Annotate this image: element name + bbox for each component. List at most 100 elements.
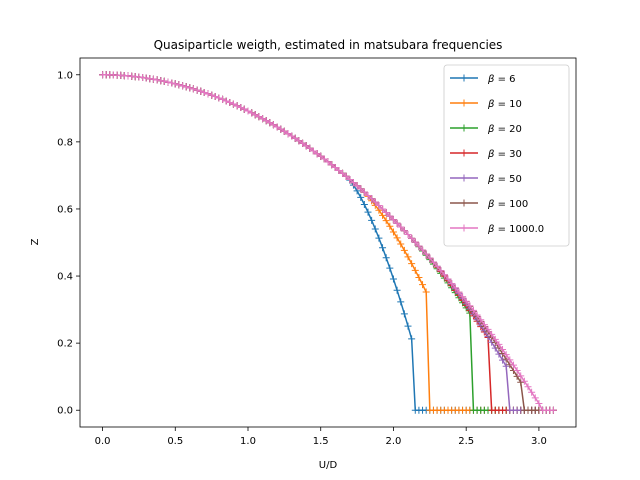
data-point <box>499 345 507 353</box>
data-point <box>168 79 176 87</box>
legend-value: = 1000.0 <box>494 224 544 235</box>
data-point <box>244 107 252 115</box>
data-point <box>386 264 394 272</box>
data-point <box>353 182 361 190</box>
data-point <box>382 217 390 225</box>
data-point <box>389 275 397 283</box>
legend-label: β = 20 <box>487 124 522 135</box>
data-point <box>331 164 339 172</box>
data-point <box>433 262 441 270</box>
data-point <box>160 77 168 85</box>
data-point <box>462 297 470 305</box>
data-point <box>255 113 263 121</box>
data-point <box>397 223 405 231</box>
data-point <box>189 85 197 93</box>
data-point <box>222 97 230 105</box>
data-point <box>371 225 379 233</box>
data-point <box>339 169 347 177</box>
data-point <box>400 310 408 318</box>
legend-value: = 10 <box>494 99 521 110</box>
data-point <box>520 377 528 385</box>
data-point <box>149 75 157 83</box>
legend-label: β = 100 <box>487 199 528 210</box>
data-point <box>288 132 296 140</box>
legend-symbol: β <box>487 124 495 135</box>
legend-value: = 30 <box>494 149 521 160</box>
y-tick-label: 0.6 <box>57 204 73 215</box>
data-point <box>280 127 288 135</box>
data-point <box>320 155 328 163</box>
data-point <box>211 93 219 101</box>
legend-value: = 20 <box>494 124 521 135</box>
data-point <box>364 208 372 216</box>
data-point <box>299 139 307 147</box>
legend-label: β = 30 <box>487 149 522 160</box>
data-point <box>386 212 394 220</box>
data-point <box>389 228 397 236</box>
data-point <box>495 350 503 358</box>
data-point <box>397 240 405 248</box>
data-point <box>382 254 390 262</box>
data-point <box>404 322 412 330</box>
data-point <box>335 166 343 174</box>
data-point <box>284 130 292 138</box>
legend-marker <box>460 74 468 82</box>
data-point <box>248 109 256 117</box>
legend-marker <box>460 199 468 207</box>
data-point <box>371 198 379 206</box>
legend-label: β = 6 <box>487 74 516 85</box>
data-point <box>517 372 525 380</box>
data-point <box>208 91 216 99</box>
data-point <box>513 366 521 374</box>
data-point <box>204 90 212 98</box>
data-point <box>484 325 492 333</box>
data-point <box>375 234 383 242</box>
x-tick-label: 0.0 <box>95 436 111 447</box>
data-point <box>182 83 190 91</box>
legend-symbol: β <box>487 99 495 110</box>
data-point <box>419 246 427 254</box>
x-tick-label: 1.5 <box>313 436 329 447</box>
data-point <box>451 284 459 292</box>
data-point <box>379 211 387 219</box>
data-point <box>531 394 539 402</box>
data-point <box>499 356 507 364</box>
data-point <box>466 302 474 310</box>
data-point <box>317 152 325 160</box>
data-point <box>349 179 357 187</box>
data-point <box>142 74 150 82</box>
data-point <box>379 244 387 252</box>
data-point <box>408 335 416 343</box>
y-tick-label: 1.0 <box>57 70 73 81</box>
data-point <box>535 400 543 408</box>
data-point <box>364 191 372 199</box>
legend-marker <box>460 124 468 132</box>
data-point <box>419 281 427 289</box>
legend-value: = 6 <box>494 74 515 85</box>
legend-symbol: β <box>487 149 495 160</box>
data-point <box>346 175 354 183</box>
legend-label: β = 10 <box>487 99 522 110</box>
data-point <box>200 89 208 97</box>
data-point <box>404 253 412 261</box>
y-tick-label: 0.4 <box>57 272 73 283</box>
data-point <box>164 78 172 86</box>
data-point <box>269 121 277 129</box>
data-point <box>426 254 434 262</box>
y-axis-label: Z <box>30 238 41 245</box>
plot-frame <box>79 57 577 428</box>
y-tick-label: 0.8 <box>57 137 73 148</box>
data-point <box>549 406 557 414</box>
data-point <box>237 103 245 111</box>
legend-label: β = 1000.0 <box>487 224 544 235</box>
axis-ticks: 0.0 0.5 1.0 1.5 2.0 2.5 3.0 0.0 0.2 0.4 0.6 0.8 1.0 <box>57 70 547 447</box>
legend-symbol: β <box>487 199 495 210</box>
data-point <box>408 234 416 242</box>
data-point <box>502 362 510 370</box>
data-point <box>459 293 467 301</box>
data-point <box>153 76 161 84</box>
data-point <box>360 201 368 208</box>
x-tick-label: 1.0 <box>240 436 256 447</box>
